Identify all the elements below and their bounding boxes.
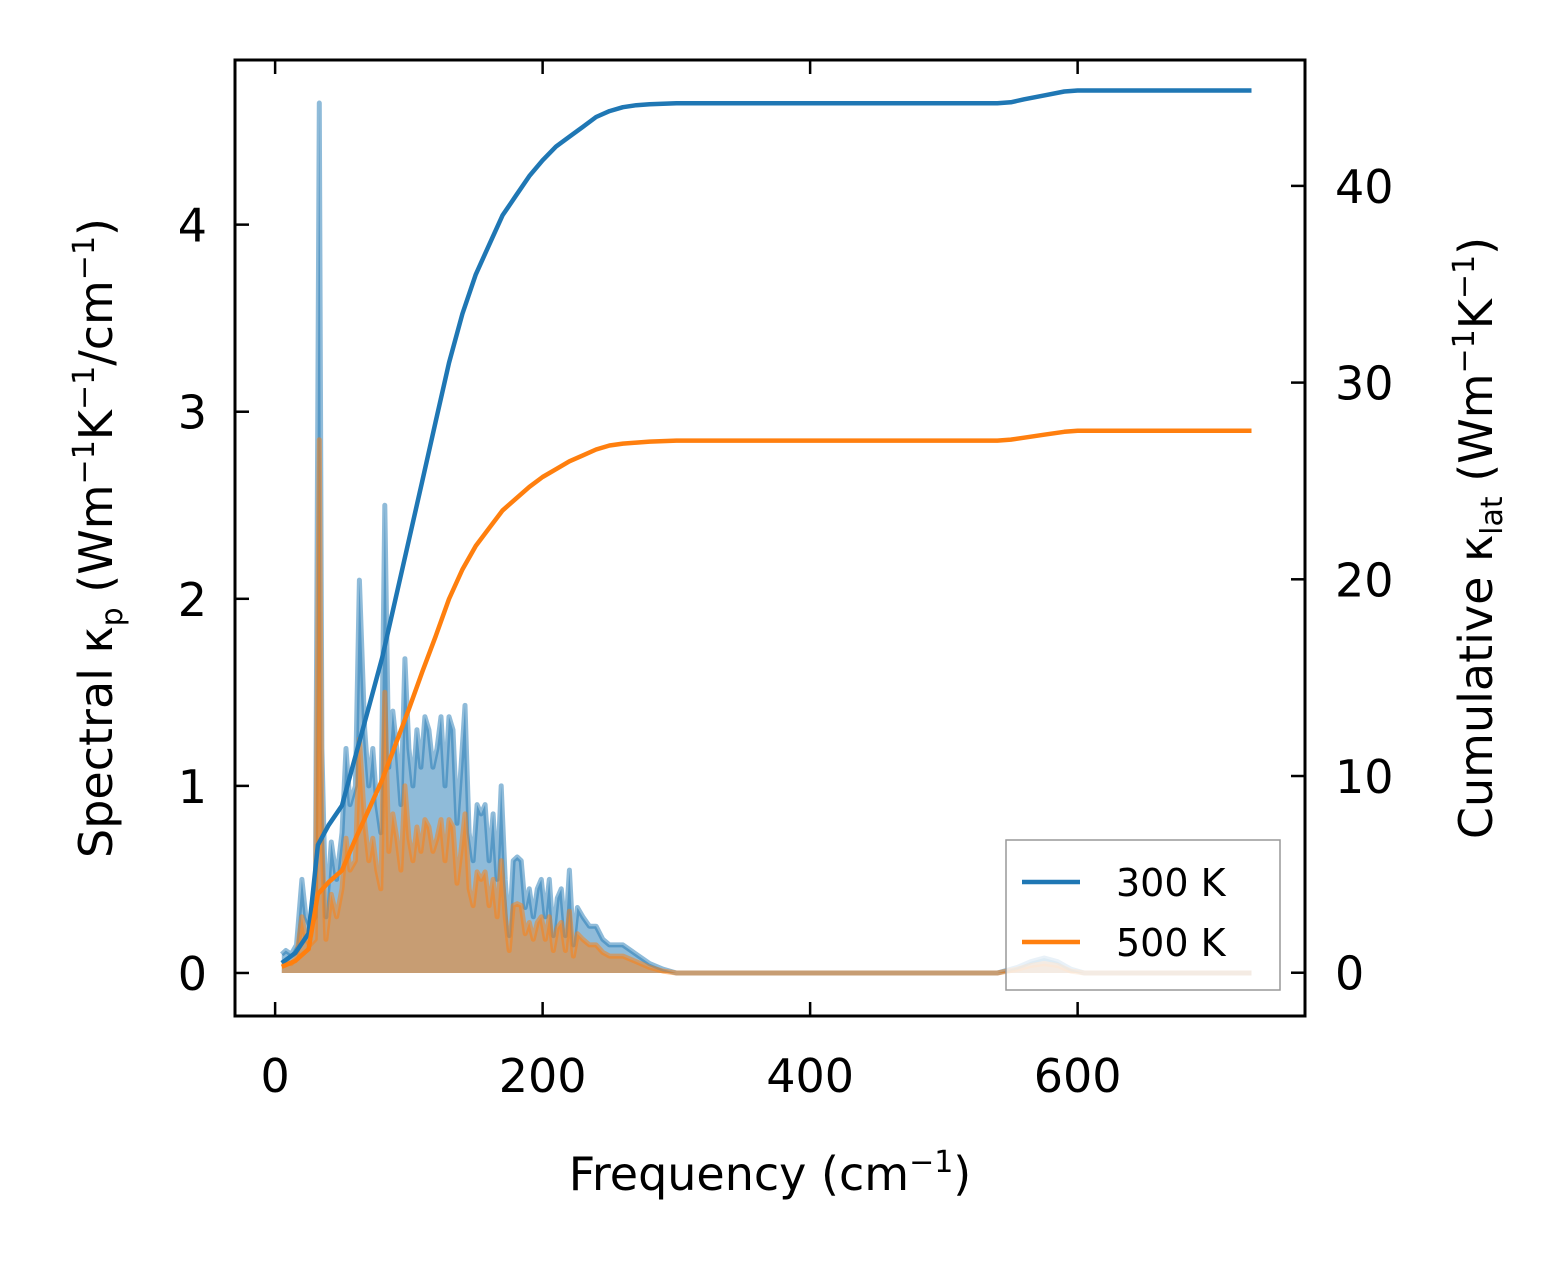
y-left-tick-label-3: 3 xyxy=(178,386,207,440)
y-left-axis-label: Spectral κp (Wm−1K−1/cm−1) xyxy=(67,218,130,858)
spectral-fill-1 xyxy=(281,439,1252,973)
legend-box xyxy=(1005,839,1281,991)
y-left-tick-label-2: 2 xyxy=(178,573,207,627)
y-right-tick-label-4: 40 xyxy=(1335,160,1394,214)
legend-label-500k: 500 K xyxy=(1116,921,1227,965)
y-right-tick-label-2: 20 xyxy=(1335,553,1394,607)
series-lines xyxy=(280,88,1252,969)
x-tick-label-2: 400 xyxy=(766,1049,854,1103)
cumulative-line-1 xyxy=(280,428,1252,969)
y-right-tick-label-1: 10 xyxy=(1335,750,1394,804)
y-right-tick-label-0: 0 xyxy=(1335,947,1364,1001)
cumulative-line-0 xyxy=(280,88,1252,965)
spectral-line-1 xyxy=(280,437,1252,976)
x-axis-label: Frequency (cm−1) xyxy=(569,1145,972,1201)
y-right-axis-label: Cumulative κlat (Wm−1K−1) xyxy=(1447,237,1510,839)
x-tick-label-0: 0 xyxy=(260,1049,289,1103)
legend-label-300k: 300 K xyxy=(1116,861,1227,905)
legend: 300 K 500 K xyxy=(1005,839,1281,991)
spectral-fills xyxy=(280,100,1252,976)
y-right-tick-label-3: 30 xyxy=(1335,357,1394,411)
y-left-tick-label-0: 0 xyxy=(178,947,207,1001)
plot-frame xyxy=(233,58,1307,1018)
y-left-tick-label-1: 1 xyxy=(178,760,207,814)
spectral-line-0 xyxy=(280,100,1252,976)
y-left-tick-label-4: 4 xyxy=(178,199,207,253)
x-tick-label-1: 200 xyxy=(499,1049,587,1103)
x-tick-label-3: 600 xyxy=(1034,1049,1122,1103)
